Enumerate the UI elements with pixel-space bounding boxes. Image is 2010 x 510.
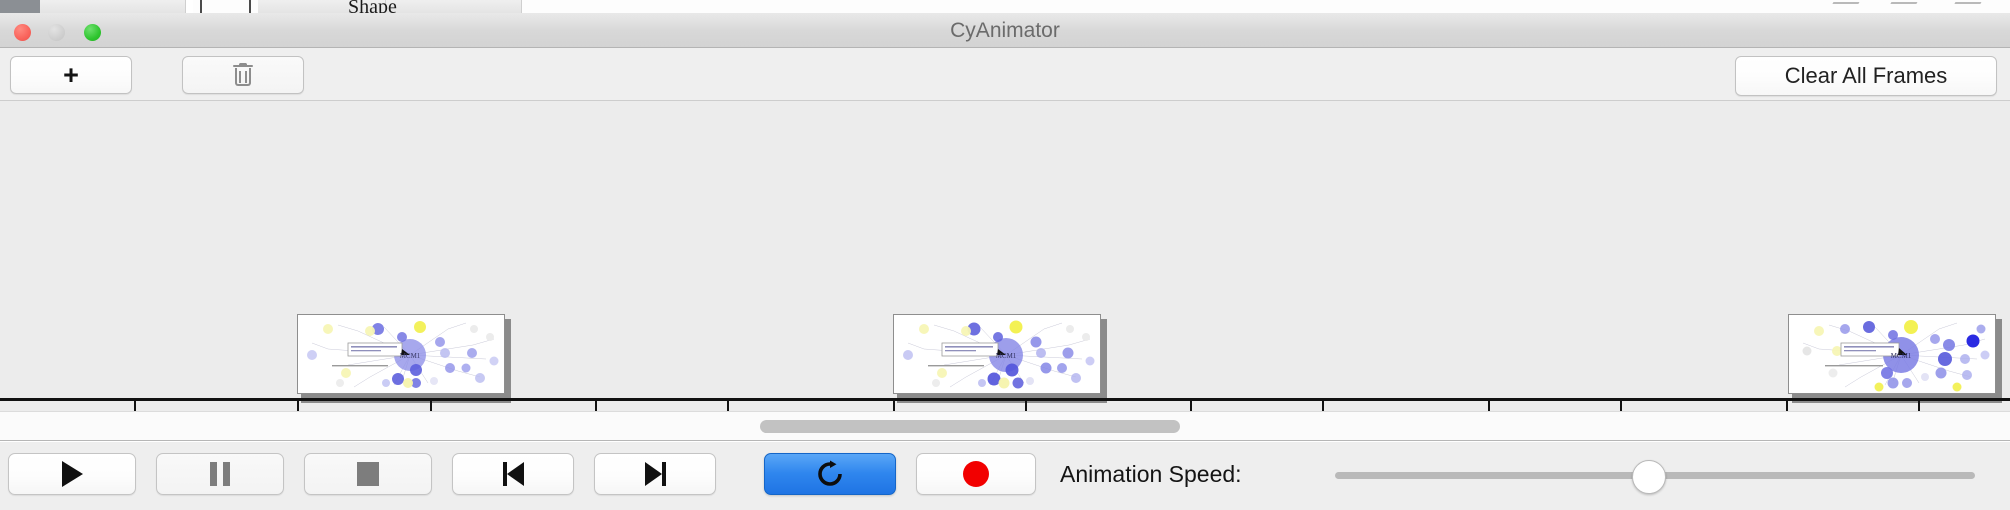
background-decoration — [1826, 2, 1860, 13]
background-tick — [200, 0, 202, 13]
playback-control-bar: Animation Speed: — [0, 442, 2010, 510]
timeline-panel[interactable]: MCM1 — [0, 101, 2010, 411]
timeline-axis — [0, 398, 2010, 401]
axis-minor-tick — [134, 401, 136, 411]
axis-minor-tick — [1918, 401, 1920, 411]
record-button[interactable] — [916, 453, 1036, 495]
trash-icon — [233, 63, 253, 87]
timeline-frame-thumbnail[interactable]: MCM1 — [893, 314, 1107, 403]
stop-icon — [357, 462, 379, 486]
axis-major-tick — [1786, 401, 1788, 411]
background-tick — [249, 0, 251, 13]
scrollbar-thumb[interactable] — [760, 420, 1180, 433]
play-button[interactable] — [8, 453, 136, 495]
animation-speed-slider-thumb[interactable] — [1632, 460, 1666, 494]
background-window-label: Shape — [348, 0, 397, 13]
thumbnail-network-image: MCM1 — [1788, 314, 1996, 394]
frame-toolbar: + Clear All Frames — [0, 48, 2010, 101]
record-icon — [963, 461, 989, 487]
axis-major-tick — [297, 401, 299, 411]
close-button[interactable] — [14, 24, 31, 41]
minimize-button[interactable] — [48, 24, 65, 41]
background-window-strip: Shape — [0, 0, 2010, 13]
timeline-scrollbar[interactable] — [0, 411, 2010, 441]
background-decoration — [1884, 2, 1918, 13]
clear-all-frames-button[interactable]: Clear All Frames — [1735, 56, 1997, 96]
svg-text:MCM1: MCM1 — [996, 352, 1017, 360]
thumbnail-network-image: MCM1 — [893, 314, 1101, 394]
clear-all-frames-label: Clear All Frames — [1784, 63, 1948, 88]
add-frame-button[interactable]: + — [10, 56, 132, 94]
pause-button[interactable] — [156, 453, 284, 495]
delete-frame-button[interactable] — [182, 56, 304, 94]
loop-icon — [818, 460, 842, 486]
svg-text:MCM1: MCM1 — [400, 352, 421, 360]
maximize-button[interactable] — [84, 24, 101, 41]
background-window-dark-segment — [0, 0, 40, 13]
stop-button[interactable] — [304, 453, 432, 495]
axis-minor-tick — [1620, 401, 1622, 411]
loop-button[interactable] — [764, 453, 896, 495]
window-title: CyAnimator — [950, 19, 1060, 42]
play-icon — [61, 461, 83, 487]
plus-icon: + — [63, 59, 79, 90]
axis-minor-tick — [430, 401, 432, 411]
axis-major-tick — [1190, 401, 1192, 411]
axis-major-tick — [893, 401, 895, 411]
axis-minor-tick — [1025, 401, 1027, 411]
background-decoration — [1948, 2, 1982, 13]
axis-minor-tick — [727, 401, 729, 411]
svg-text:MCM1: MCM1 — [1891, 352, 1912, 360]
title-bar: CyAnimator — [0, 13, 2010, 48]
background-window-segment — [386, 0, 522, 13]
background-window-segment — [258, 0, 386, 13]
background-window-gap — [186, 0, 193, 13]
timeline-frame-thumbnail[interactable]: MCM1 — [297, 314, 511, 403]
animation-speed-label: Animation Speed: — [1060, 461, 1242, 487]
skip-to-end-icon — [644, 462, 666, 486]
axis-major-tick — [595, 401, 597, 411]
background-window-segment — [40, 0, 186, 13]
skip-to-start-icon — [502, 462, 524, 486]
axis-minor-tick — [1322, 401, 1324, 411]
skip-to-end-button[interactable] — [594, 453, 716, 495]
thumbnail-network-image: MCM1 — [297, 314, 505, 394]
pause-icon — [210, 462, 230, 486]
skip-to-start-button[interactable] — [452, 453, 574, 495]
timeline-frame-thumbnail[interactable]: MCM1 — [1788, 314, 2002, 403]
axis-major-tick — [1488, 401, 1490, 411]
